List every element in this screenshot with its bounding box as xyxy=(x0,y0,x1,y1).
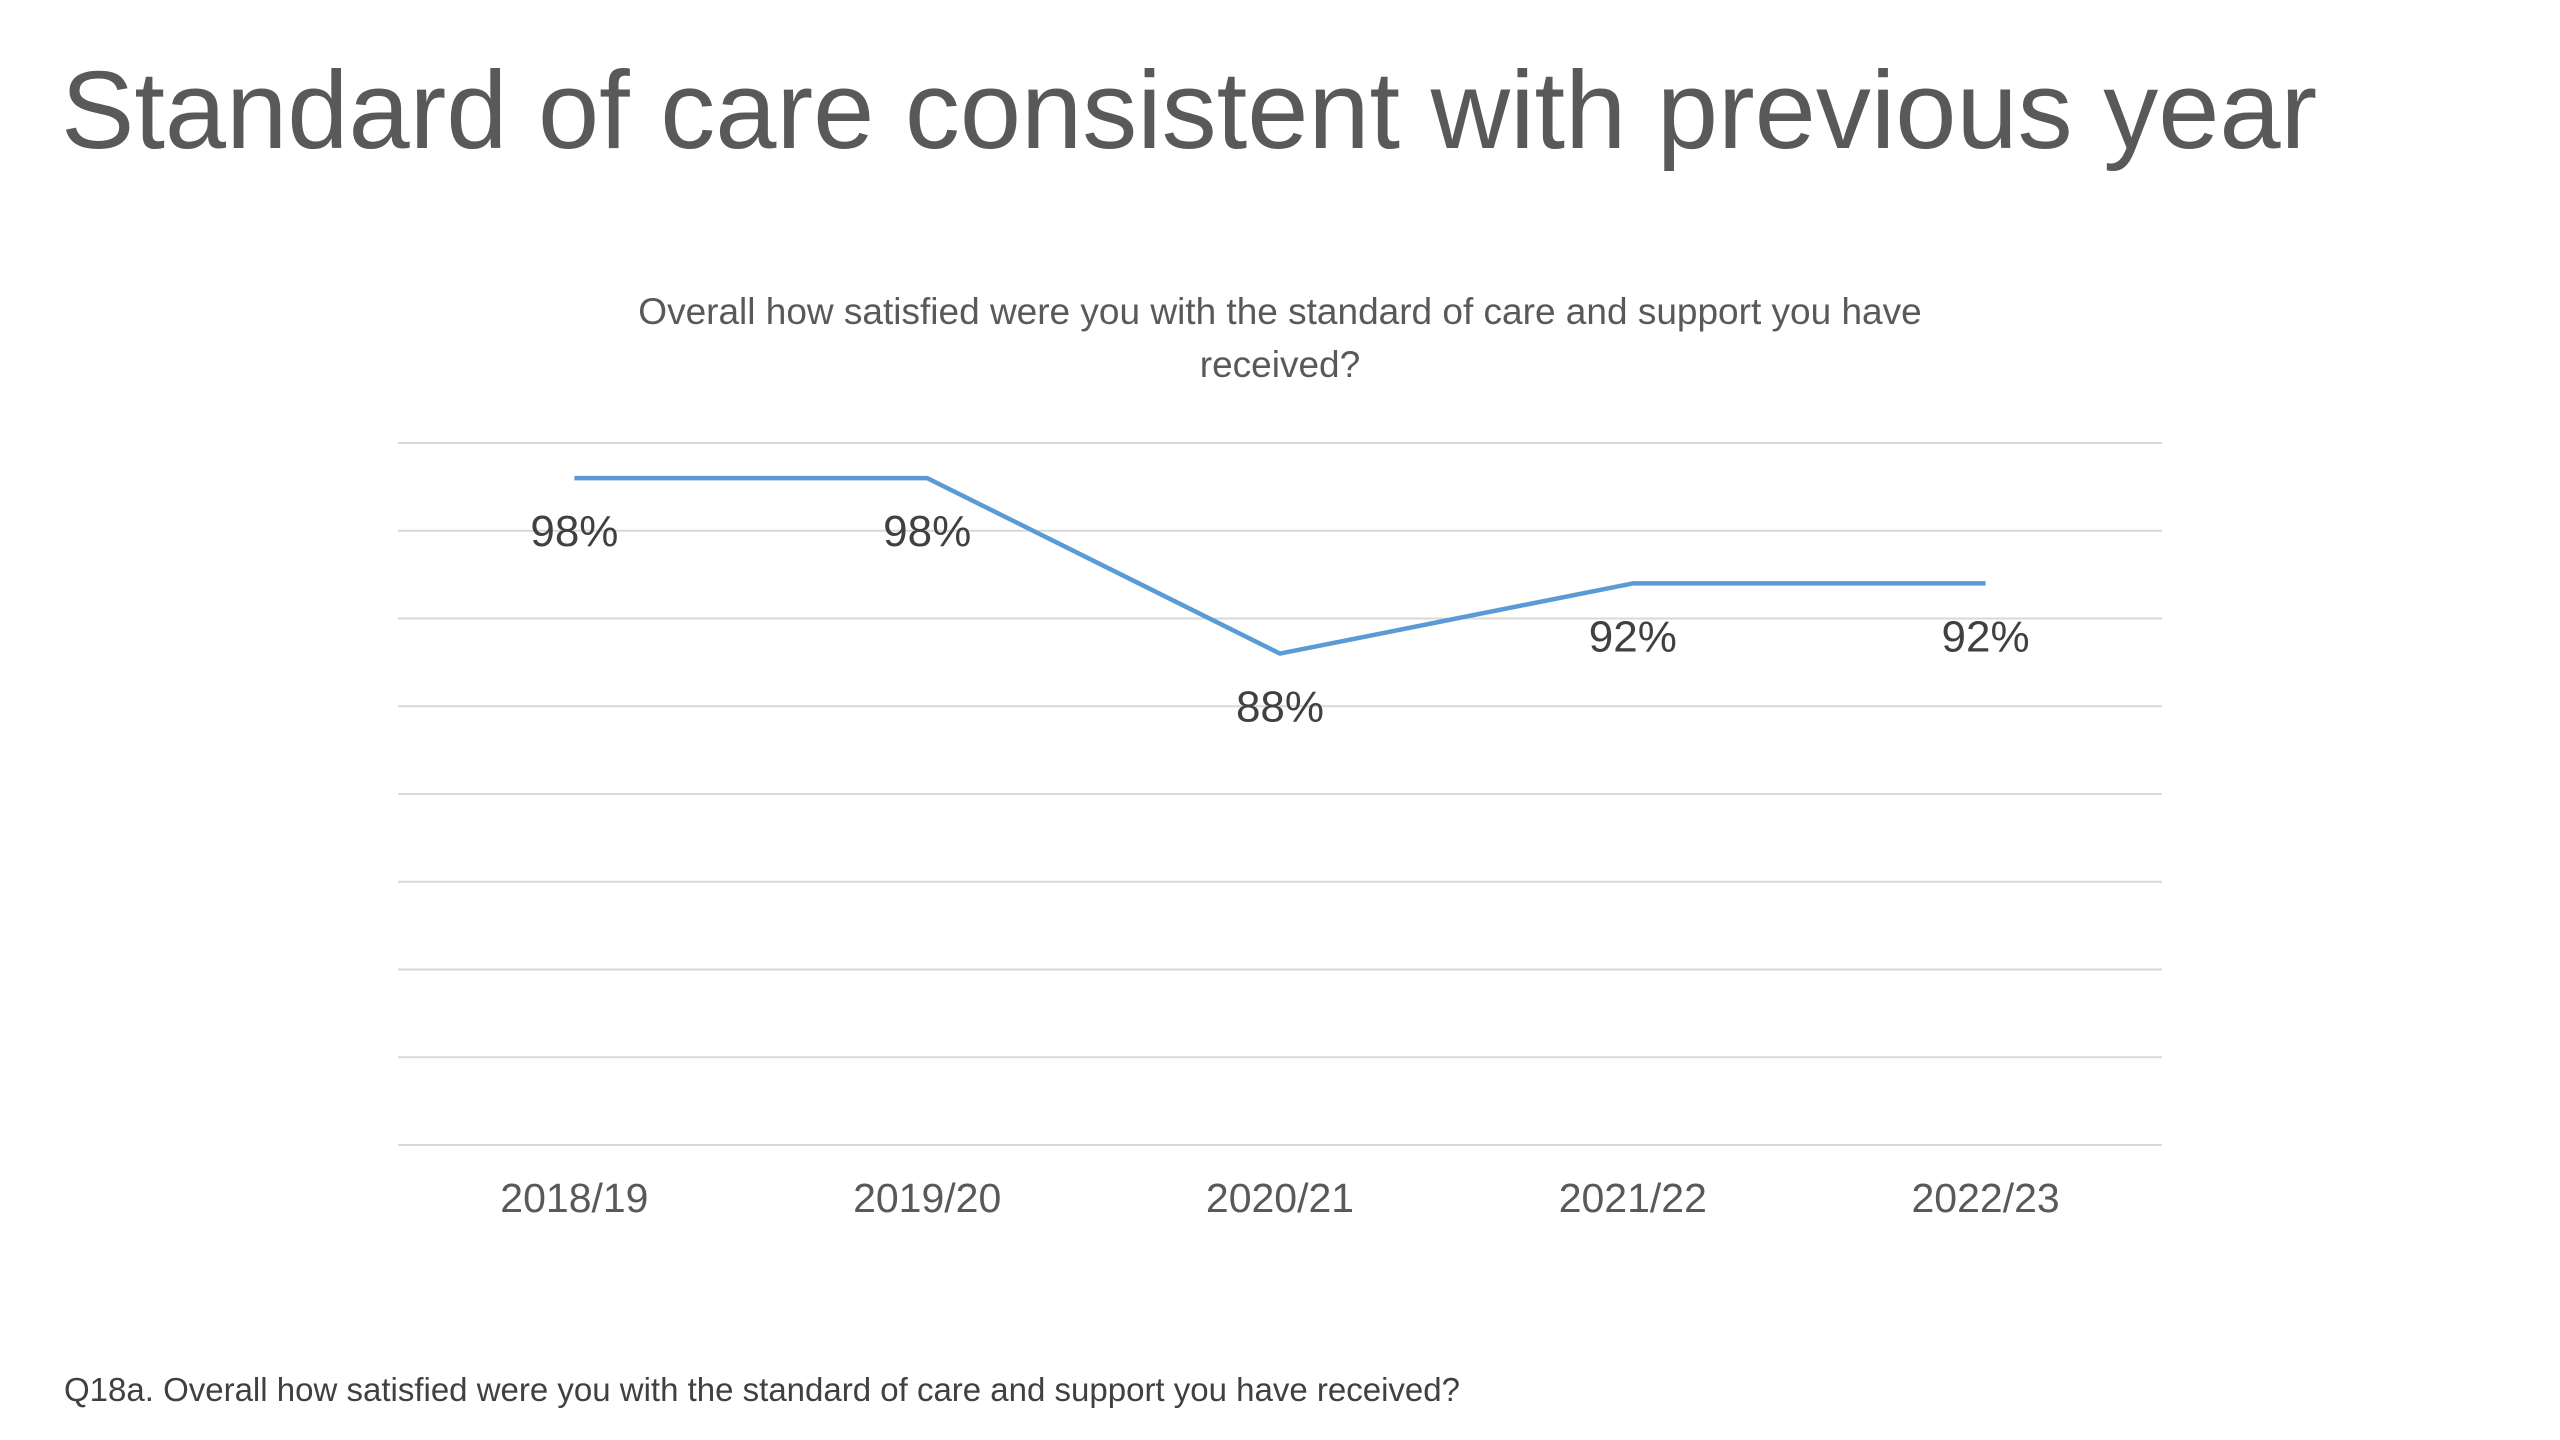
series-line xyxy=(574,475,1986,656)
x-tick-label: 2018/19 xyxy=(500,1175,648,1221)
series-lines xyxy=(574,475,1986,656)
x-tick-label: 2020/21 xyxy=(1206,1175,1354,1221)
chart-title: Overall how satisfied were you with the … xyxy=(638,291,1922,385)
data-labels: 98% 98% 88% 92% 92% xyxy=(530,507,2029,732)
page-title: Standard of care consistent with previou… xyxy=(61,49,2318,172)
x-axis-ticks: 2018/19 2019/20 2020/21 2021/22 2022/23 xyxy=(500,1175,2059,1221)
data-label: 92% xyxy=(1942,612,2030,661)
x-tick-label: 2019/20 xyxy=(853,1175,1001,1221)
data-label: 92% xyxy=(1589,612,1677,661)
gridlines xyxy=(398,442,2162,1146)
data-label: 98% xyxy=(883,507,971,556)
data-label: 98% xyxy=(530,507,618,556)
x-tick-label: 2022/23 xyxy=(1911,1175,2059,1221)
x-tick-label: 2021/22 xyxy=(1559,1175,1707,1221)
data-label: 88% xyxy=(1236,683,1324,732)
footnote: Q18a. Overall how satisfied were you wit… xyxy=(64,1371,1460,1408)
